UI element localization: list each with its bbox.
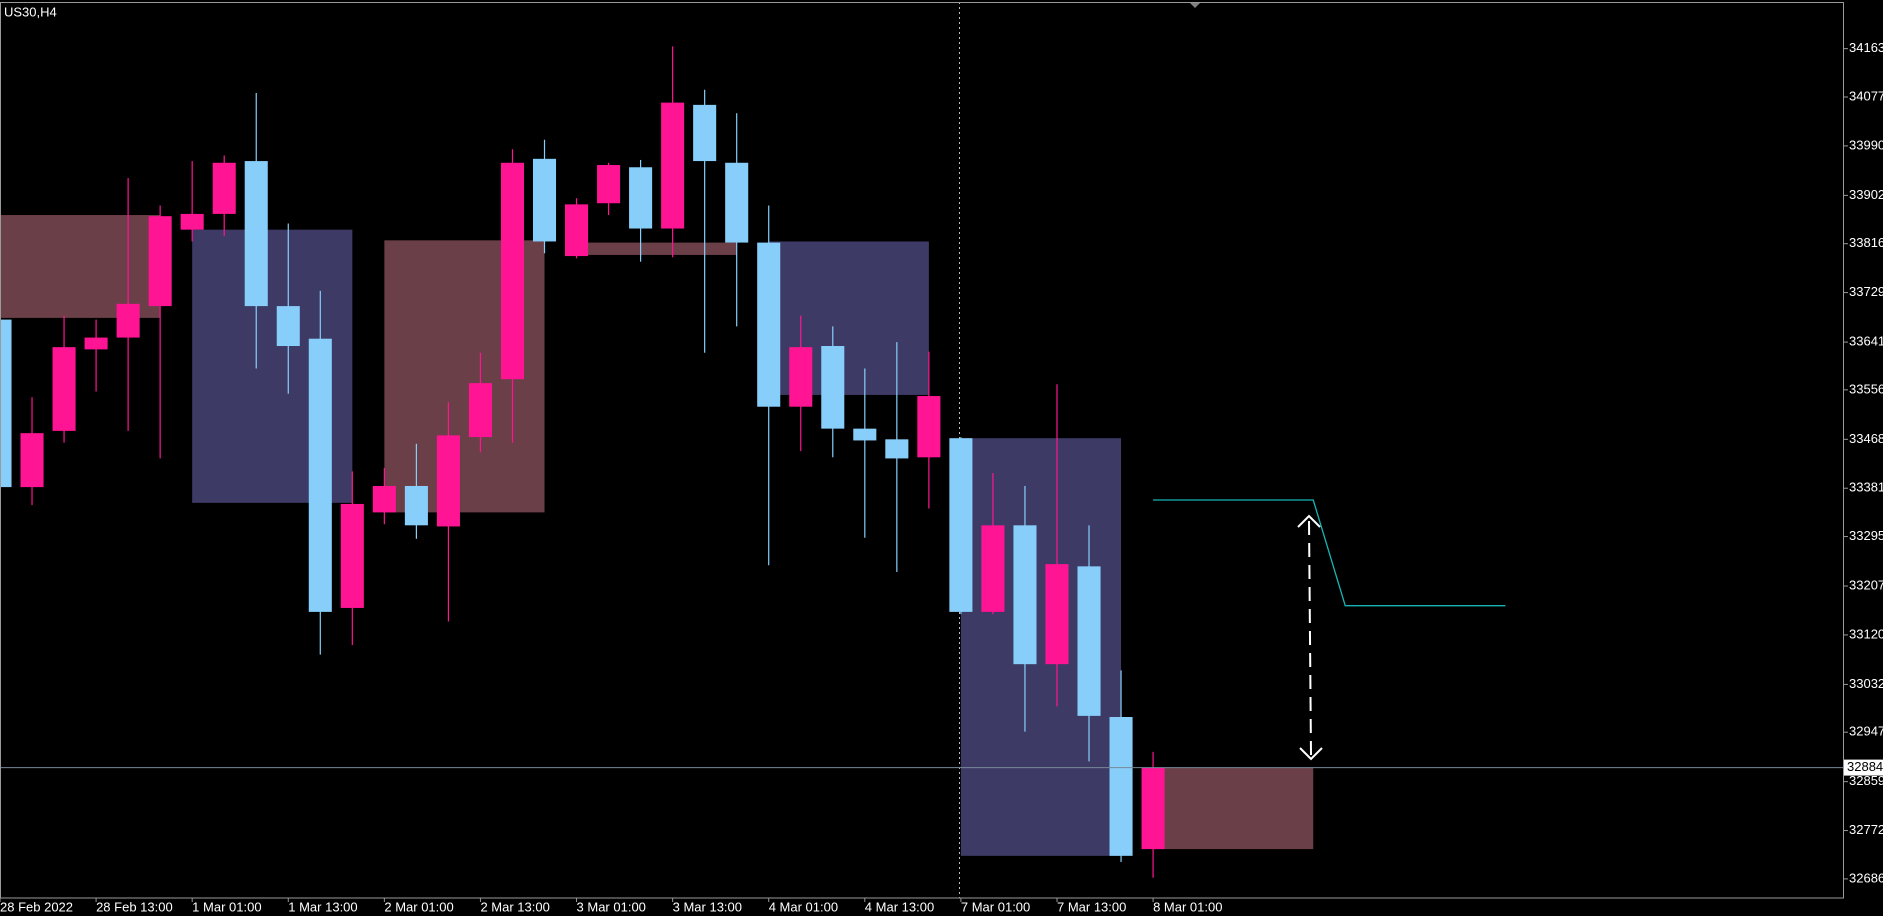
candle-body — [436, 435, 460, 527]
candle-body — [821, 346, 845, 429]
y-tick-label: 32859 — [1849, 773, 1883, 788]
bid-label: 32884 — [1847, 759, 1883, 774]
candle-body — [52, 347, 76, 431]
candle-body — [148, 216, 172, 307]
x-tick-label: 3 Mar 01:00 — [577, 899, 646, 914]
candle-body — [725, 162, 749, 243]
plot-frame — [0, 2, 1844, 899]
x-tick-label: 28 Feb 13:00 — [96, 899, 173, 914]
overlay — [0, 499, 1843, 769]
candle-body — [661, 102, 685, 229]
candle-body — [212, 162, 236, 214]
x-tick-label: 2 Mar 01:00 — [384, 899, 453, 914]
x-tick-label: 3 Mar 13:00 — [673, 899, 742, 914]
candle-body — [404, 485, 428, 526]
candle-body — [244, 161, 268, 307]
candles — [0, 46, 1165, 878]
y-tick-label: 33990 — [1849, 137, 1883, 152]
y-tick-label: 33207 — [1849, 577, 1883, 592]
x-tick-label: 2 Mar 13:00 — [480, 899, 549, 914]
y-tick-label: 33816 — [1849, 235, 1883, 250]
x-tick-label: 28 Feb 2022 — [0, 899, 73, 914]
x-tick-label: 7 Mar 01:00 — [961, 899, 1030, 914]
x-tick-label: 4 Mar 01:00 — [769, 899, 838, 914]
shift-marker — [1189, 2, 1201, 8]
measure-arrow — [1297, 514, 1323, 761]
candle-body — [308, 338, 332, 612]
candle-body — [885, 439, 909, 459]
y-tick-label: 32686 — [1849, 870, 1883, 885]
candle-body — [1077, 566, 1101, 716]
x-tick-label: 4 Mar 13:00 — [865, 899, 934, 914]
candle-body — [180, 213, 204, 230]
candle-body — [1141, 767, 1165, 850]
y-tick-label: 33381 — [1849, 480, 1883, 495]
y-tick-label: 33120 — [1849, 626, 1883, 641]
candle-body — [500, 162, 525, 380]
y-tick-label: 33641 — [1849, 334, 1883, 349]
y-tick-label: 33295 — [1849, 528, 1883, 543]
y-tick-label: 34077 — [1849, 88, 1883, 103]
candle-body — [565, 204, 589, 257]
x-tick-label: 1 Mar 01:00 — [192, 899, 261, 914]
y-tick-label: 33468 — [1849, 431, 1883, 446]
candle-body — [468, 383, 492, 438]
zone — [576, 242, 737, 255]
x-tick-label: 8 Mar 01:00 — [1153, 899, 1222, 914]
candle-body — [372, 485, 396, 513]
candle-body — [532, 158, 557, 242]
candle-body — [84, 337, 108, 350]
candle-body — [20, 433, 44, 488]
candle-body — [1013, 525, 1037, 665]
zone — [1153, 767, 1314, 850]
y-tick-label: 33729 — [1849, 284, 1883, 299]
candle-body — [789, 347, 813, 407]
y-tick-label: 33556 — [1849, 381, 1883, 396]
zone — [0, 215, 161, 318]
candle-body — [981, 525, 1005, 612]
bid-label-box — [1844, 759, 1883, 776]
candle-body — [1109, 717, 1133, 856]
candle-body — [116, 303, 140, 338]
y-tick-label: 32947 — [1849, 724, 1883, 739]
candle-body — [276, 306, 300, 347]
candle-body — [0, 319, 12, 488]
x-tick-label: 1 Mar 13:00 — [288, 899, 357, 914]
candle-body — [629, 167, 653, 229]
arrow-head — [1299, 747, 1323, 761]
candle-body — [597, 165, 621, 204]
candle-body — [917, 396, 941, 458]
arrow-shaft — [1308, 519, 1312, 756]
candle-body — [949, 438, 973, 612]
candle-body — [757, 242, 781, 407]
y-tick-label: 33032 — [1849, 676, 1883, 691]
candle-body — [693, 104, 717, 162]
projection-line — [1153, 499, 1506, 607]
y-tick-label: 33902 — [1849, 187, 1883, 202]
candle-body — [340, 503, 364, 608]
y-tick-label: 32772 — [1849, 822, 1883, 837]
y-tick-label: 34163 — [1849, 40, 1883, 55]
arrow-head — [1297, 514, 1321, 528]
candle-body — [853, 428, 877, 441]
candle-body — [1045, 564, 1069, 665]
axes: 34163 34077 33990 33902 33816 33729 33641 33556… — [0, 40, 1883, 914]
x-tick-label: 7 Mar 13:00 — [1057, 899, 1126, 914]
chart-title: US30,H4 — [4, 4, 57, 19]
